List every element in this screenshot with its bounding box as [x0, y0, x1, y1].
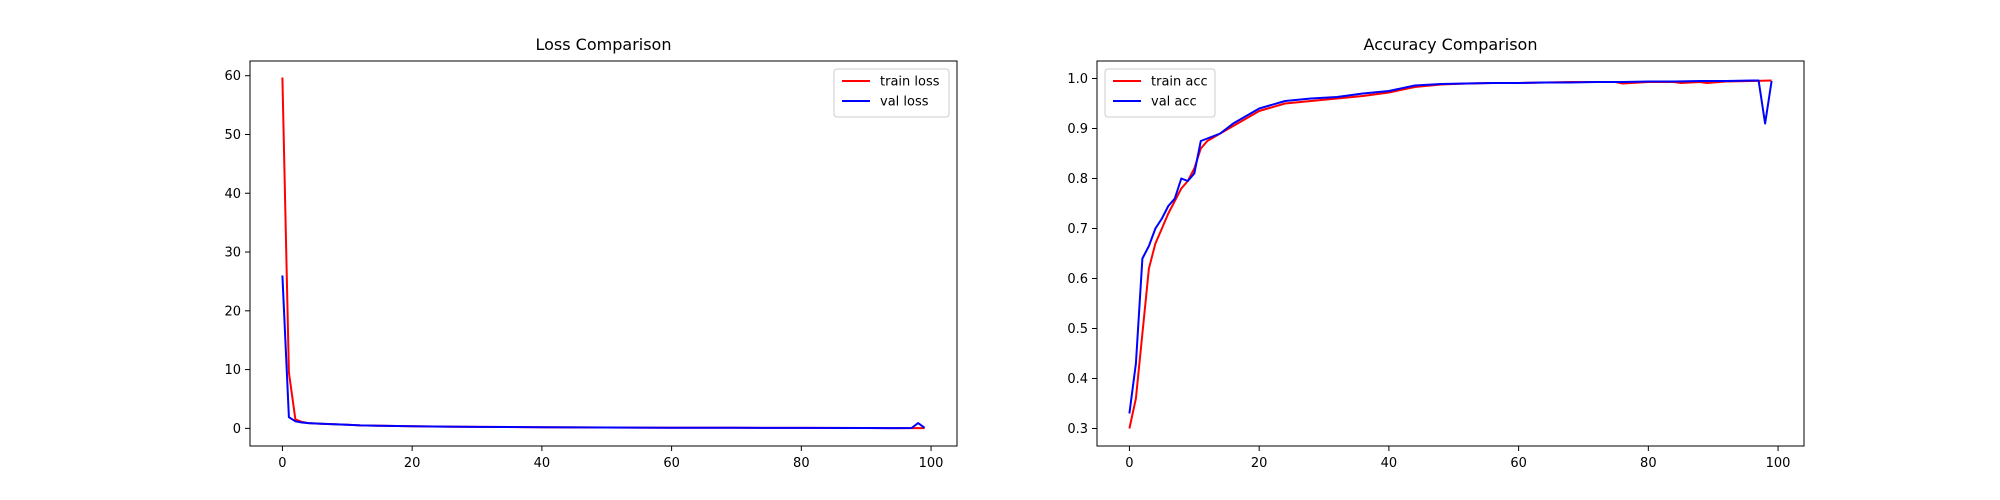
plot-frame	[249, 60, 958, 447]
y-tick-label: 0.3	[1067, 422, 1088, 437]
y-tick-label: 0.5	[1067, 322, 1088, 337]
y-tick-label: 60	[224, 69, 241, 84]
x-tick-label: 80	[793, 456, 810, 471]
y-tick-label: 10	[224, 363, 241, 378]
legend-label: train loss	[880, 75, 940, 90]
x-tick-label: 60	[1510, 456, 1527, 471]
y-tick-label: 40	[224, 187, 241, 202]
x-tick-label: 60	[663, 456, 680, 471]
x-tick-label: 20	[1251, 456, 1268, 471]
y-tick-label: 1.0	[1067, 72, 1088, 87]
x-tick-label: 80	[1640, 456, 1657, 471]
x-tick-label: 0	[1125, 456, 1133, 471]
y-tick-label: 0.8	[1067, 172, 1088, 187]
loss-comparison-chart: Loss Comparison 0 20 40 60 80 100 0 10 20 30 40 50 60…	[224, 35, 958, 471]
x-tick-label: 40	[1381, 456, 1398, 471]
y-tick-label: 30	[224, 246, 241, 261]
y-tick-label: 0.9	[1067, 122, 1088, 137]
y-tick-label: 0	[233, 422, 241, 437]
plot-frame	[1096, 60, 1805, 447]
x-tick-label: 0	[278, 456, 286, 471]
legend-label: train acc	[1151, 75, 1208, 90]
legend: train acc val acc	[1104, 68, 1216, 118]
y-tick-label: 0.7	[1067, 222, 1088, 237]
chart-title: Accuracy Comparison	[1364, 35, 1538, 54]
legend-label: val acc	[1151, 95, 1197, 110]
x-tick-label: 100	[919, 456, 944, 471]
chart-title: Loss Comparison	[536, 35, 672, 54]
x-tick-label: 100	[1766, 456, 1791, 471]
y-tick-label: 20	[224, 304, 241, 319]
series-line-val-acc	[1128, 79, 1773, 414]
x-tick-label: 20	[404, 456, 421, 471]
accuracy-comparison-chart: Accuracy Comparison 0 20 40 60 80 100 0.3 0.4 0.5…	[1067, 35, 1805, 471]
series-line-val-loss	[281, 275, 926, 430]
legend-label: val loss	[880, 95, 929, 110]
x-tick-label: 40	[534, 456, 551, 471]
y-tick-label: 50	[224, 128, 241, 143]
y-tick-label: 0.4	[1067, 372, 1088, 387]
y-tick-label: 0.6	[1067, 272, 1088, 287]
legend: train loss val loss	[833, 68, 950, 118]
